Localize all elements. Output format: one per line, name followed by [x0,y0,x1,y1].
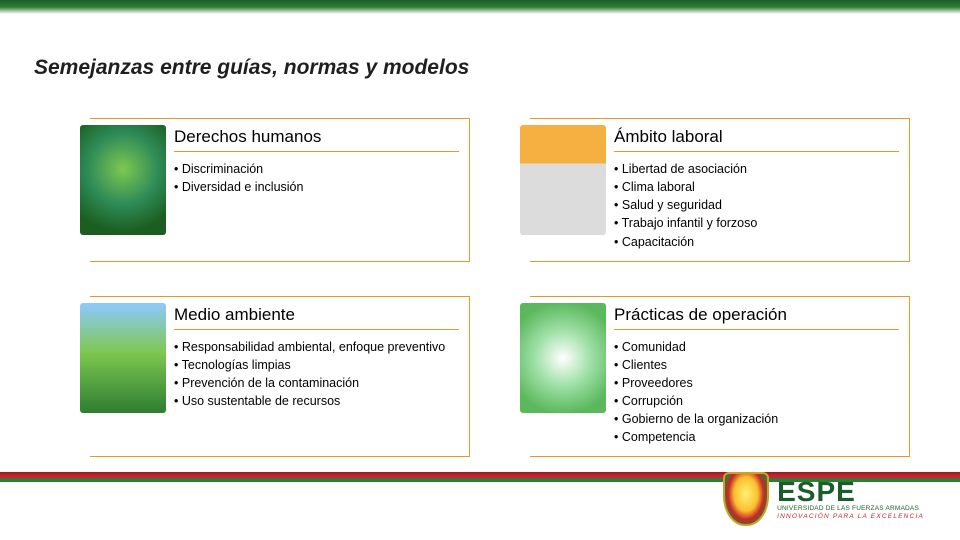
list-item: Salud y seguridad [614,196,899,214]
logo-name: ESPE [777,478,924,506]
card-grid: Derechos humanos Discriminación Diversid… [90,118,910,457]
list-item: Trabajo infantil y forzoso [614,214,899,232]
thumb-practicas-operacion [520,303,606,413]
card-ambito-laboral: Ámbito laboral Libertad de asociación Cl… [530,118,910,262]
list-item: Gobierno de la organización [614,410,899,428]
card-medio-ambiente: Medio ambiente Responsabilidad ambiental… [90,296,470,458]
card-title: Prácticas de operación [614,297,899,330]
list-item: Competencia [614,428,899,446]
card-list: Libertad de asociación Clima laboral Sal… [614,160,899,251]
list-item: Prevención de la contaminación [174,374,459,392]
thumb-medio-ambiente [80,303,166,413]
logo-tagline: INNOVACIÓN PARA LA EXCELENCIA [777,514,924,521]
list-item: Responsabilidad ambiental, enfoque preve… [174,338,459,356]
list-item: Clima laboral [614,178,899,196]
card-list: Responsabilidad ambiental, enfoque preve… [174,338,459,411]
list-item: Libertad de asociación [614,160,899,178]
list-item: Capacitación [614,233,899,251]
list-item: Comunidad [614,338,899,356]
logo-text: ESPE UNIVERSIDAD DE LAS FUERZAS ARMADAS … [777,478,924,520]
top-gradient-strip [0,0,960,14]
card-title: Ámbito laboral [614,119,899,152]
list-item: Diversidad e inclusión [174,178,459,196]
card-list: Comunidad Clientes Proveedores Corrupció… [614,338,899,447]
thumb-derechos-humanos [80,125,166,235]
shield-icon [723,472,769,526]
espe-logo: ESPE UNIVERSIDAD DE LAS FUERZAS ARMADAS … [723,470,924,528]
list-item: Clientes [614,356,899,374]
card-derechos-humanos: Derechos humanos Discriminación Diversid… [90,118,470,262]
slide-title: Semejanzas entre guías, normas y modelos [34,56,469,80]
list-item: Uso sustentable de recursos [174,392,459,410]
thumb-ambito-laboral [520,125,606,235]
list-item: Proveedores [614,374,899,392]
logo-subtitle: UNIVERSIDAD DE LAS FUERZAS ARMADAS [777,506,924,513]
card-list: Discriminación Diversidad e inclusión [174,160,459,196]
card-title: Derechos humanos [174,119,459,152]
card-practicas-operacion: Prácticas de operación Comunidad Cliente… [530,296,910,458]
card-title: Medio ambiente [174,297,459,330]
list-item: Tecnologías limpias [174,356,459,374]
list-item: Corrupción [614,392,899,410]
list-item: Discriminación [174,160,459,178]
